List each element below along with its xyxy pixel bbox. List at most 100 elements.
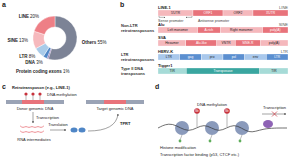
target-label: Target genomic DNA xyxy=(97,106,134,111)
segment-label: poly(A) xyxy=(269,41,279,45)
slice-label: SINE13% xyxy=(7,38,28,43)
figure: abcdOthers55%Protein coding exons1%DNA3%… xyxy=(0,0,290,158)
transcription-label: Transcription xyxy=(263,105,286,110)
methyl-stem xyxy=(227,112,228,127)
group-label-line: transposons xyxy=(121,71,146,76)
slice-category: Others xyxy=(82,40,97,45)
rna xyxy=(20,131,44,133)
segment xyxy=(245,54,267,60)
segment xyxy=(223,54,245,60)
segment xyxy=(266,54,288,60)
segment xyxy=(260,68,288,74)
slice-label: DNA3% xyxy=(25,60,42,65)
methylation-label: DNA methylation xyxy=(47,92,77,97)
segment xyxy=(235,40,260,46)
segment-label: pro xyxy=(210,55,215,59)
segment-label: TIR xyxy=(169,69,175,73)
methyl-stem xyxy=(40,95,41,100)
target-dna xyxy=(86,100,144,104)
segment-label: VNTR xyxy=(222,41,232,45)
panel-label: a xyxy=(2,1,6,8)
methyl-group xyxy=(31,92,34,95)
segment xyxy=(158,40,186,46)
segment xyxy=(158,27,198,33)
tprt-arrow xyxy=(88,114,118,131)
transcription-factor xyxy=(263,120,273,128)
segment-label: pol xyxy=(232,55,237,59)
group-label-line: retrotransposons xyxy=(121,28,155,33)
segment-label: LTR xyxy=(274,55,281,59)
panel-d: MeMeDNA methylationTranscriptionHistone … xyxy=(158,102,287,157)
slice-value: 8% xyxy=(29,54,36,59)
segment xyxy=(158,54,180,60)
segment-label: 3′UTR xyxy=(266,11,276,15)
segment xyxy=(260,40,288,46)
element-name: HERV-K xyxy=(158,49,173,54)
group-label-line: retrotransposons xyxy=(121,57,155,62)
methyl-stem xyxy=(197,112,198,127)
methyl-stem xyxy=(26,95,27,100)
slices xyxy=(33,16,77,60)
panel-c: Retrotransposon (e.g., LINE-1) DNA methyl… xyxy=(6,85,144,142)
slice-category: SINE xyxy=(7,38,18,43)
histone-mark xyxy=(179,140,182,143)
methyl-group xyxy=(224,108,230,114)
methyl-mark: Me xyxy=(225,109,229,113)
segment xyxy=(198,27,221,33)
histone-tail xyxy=(240,135,242,140)
panel-label: b xyxy=(120,1,124,8)
slice-value: 1% xyxy=(63,69,70,74)
group-label: Non-LTRretrotransposons xyxy=(121,23,155,33)
group-label: LTRretrotransposons xyxy=(121,52,155,62)
slice-label: LINE20% xyxy=(19,14,39,19)
protein xyxy=(79,128,86,133)
panel-label: d xyxy=(155,83,159,90)
histone-tail xyxy=(210,135,212,140)
slice-category: LINE xyxy=(19,14,29,19)
segment-label: Transposase xyxy=(214,69,233,73)
rna-label: RNA intermediates xyxy=(17,137,50,142)
segment xyxy=(186,68,259,74)
segment-label: A-rich xyxy=(205,28,214,32)
segment-label: Alu-like xyxy=(196,41,207,45)
segment-label: ORF1 xyxy=(204,11,213,15)
translation-label: Translation xyxy=(48,122,68,127)
histone-tail xyxy=(180,135,182,140)
methyl-group xyxy=(194,108,200,114)
slice-value: 13% xyxy=(19,38,28,43)
segment xyxy=(201,54,223,60)
donor-label: Donor genomic DNA xyxy=(17,106,54,111)
transcription-arrow xyxy=(33,112,34,123)
segment xyxy=(253,10,288,16)
segment xyxy=(223,10,253,16)
segment xyxy=(217,40,236,46)
target-element xyxy=(104,100,126,104)
pie-slice xyxy=(34,16,55,35)
slice-value: 3% xyxy=(36,60,43,65)
tf-label: Transcription factor binding (p53, CTCF … xyxy=(160,152,240,157)
c-title: Retrotransposon (e.g., LINE-1) xyxy=(12,85,70,90)
methyl-group xyxy=(24,92,27,95)
protein xyxy=(71,128,78,133)
slice-value: 55% xyxy=(97,40,106,45)
panel-label: c xyxy=(2,83,6,90)
segment-label: gag xyxy=(188,55,194,59)
donor-dna xyxy=(6,100,64,104)
segment-label: poly(A) xyxy=(270,28,280,32)
group-label: Type II DNAtransposons xyxy=(121,66,146,76)
methyl-group xyxy=(38,92,41,95)
segment-label: 5′UTR xyxy=(171,11,181,15)
slice-value: 20% xyxy=(30,14,39,19)
slice-label: Others55% xyxy=(82,40,107,45)
promoter-arrow xyxy=(186,16,192,17)
donor-element xyxy=(22,100,44,104)
segment xyxy=(158,68,186,74)
segment-label: Hexamer xyxy=(165,41,179,45)
segment xyxy=(263,27,288,33)
slice-category: DNA xyxy=(25,60,35,65)
nucleosome xyxy=(235,121,249,135)
histone-mark xyxy=(209,140,212,143)
segment xyxy=(193,10,223,16)
methyl-stem xyxy=(33,95,34,100)
rna xyxy=(20,126,44,128)
